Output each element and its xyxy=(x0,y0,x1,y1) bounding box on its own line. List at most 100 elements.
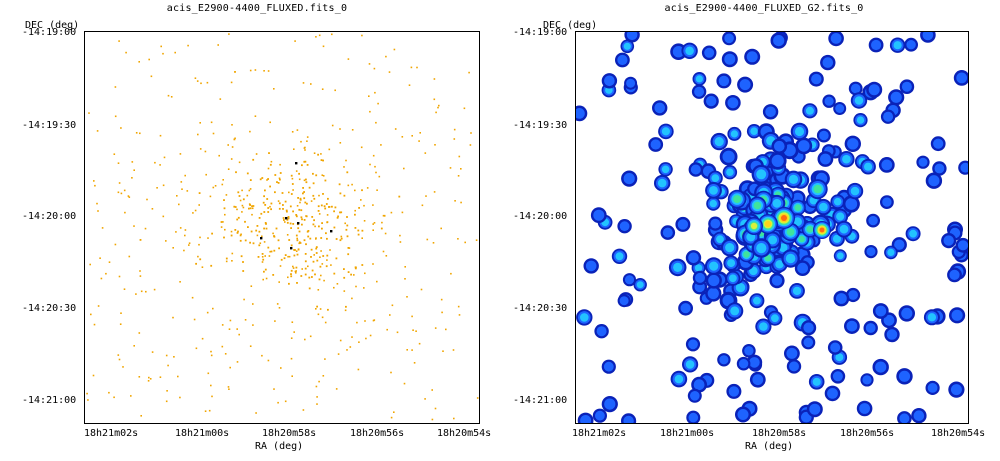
event-point xyxy=(339,142,342,144)
event-point xyxy=(194,209,197,212)
event-point xyxy=(117,191,120,194)
event-point xyxy=(238,333,240,336)
event-point xyxy=(298,178,301,181)
event-point xyxy=(388,71,391,73)
event-point xyxy=(320,153,322,155)
event-point xyxy=(354,189,356,192)
event-point xyxy=(273,249,276,252)
event-point xyxy=(296,253,299,256)
event-point xyxy=(178,203,180,206)
source-blob xyxy=(872,358,889,376)
source-blob xyxy=(802,103,818,119)
event-point xyxy=(335,257,338,260)
event-point xyxy=(315,238,317,240)
event-point xyxy=(324,321,327,324)
event-point xyxy=(117,162,120,164)
event-point xyxy=(173,356,175,358)
source-blob xyxy=(842,195,860,213)
event-point xyxy=(251,207,254,210)
event-point xyxy=(272,274,275,276)
event-point xyxy=(315,247,318,250)
event-point xyxy=(274,174,277,176)
source-blob xyxy=(658,123,674,140)
event-point xyxy=(250,285,253,287)
event-point xyxy=(296,239,299,242)
event-point xyxy=(339,192,342,195)
source-blob xyxy=(617,219,632,234)
event-point xyxy=(304,160,307,163)
event-point xyxy=(295,234,298,237)
event-point xyxy=(268,152,270,154)
source-blob xyxy=(790,122,809,141)
event-point xyxy=(298,208,301,211)
event-point xyxy=(372,263,374,265)
event-point xyxy=(453,128,456,131)
source-blob xyxy=(844,318,860,334)
event-point xyxy=(333,286,335,289)
event-point xyxy=(209,195,212,198)
event-point xyxy=(175,231,177,233)
event-point xyxy=(322,375,325,377)
event-point xyxy=(318,380,320,383)
event-point xyxy=(301,218,303,221)
source-blob xyxy=(658,162,673,177)
event-point xyxy=(298,242,300,245)
event-point xyxy=(296,282,298,284)
event-point xyxy=(191,296,194,299)
event-point xyxy=(303,147,306,149)
event-point xyxy=(358,207,360,209)
event-point xyxy=(278,247,280,250)
event-point xyxy=(372,319,375,322)
event-point xyxy=(317,313,320,316)
left-panel: acis_E2900-4400_FLUXED.fits_0 DEC (deg) … xyxy=(22,3,492,452)
event-point xyxy=(265,223,267,225)
event-point xyxy=(247,226,249,228)
source-blob xyxy=(727,126,742,141)
source-blob xyxy=(828,32,844,47)
event-point xyxy=(133,345,135,347)
event-point xyxy=(354,213,356,216)
source-blob xyxy=(860,373,874,387)
event-point xyxy=(303,160,306,163)
source-blob xyxy=(675,216,691,232)
event-point xyxy=(263,70,265,72)
source-blob xyxy=(930,136,946,152)
event-point xyxy=(96,130,99,132)
event-point xyxy=(301,223,303,226)
event-point xyxy=(361,189,363,192)
source-blob xyxy=(601,73,618,89)
event-point xyxy=(227,144,229,146)
event-point xyxy=(262,258,265,261)
event-point xyxy=(120,127,122,129)
event-point xyxy=(249,130,251,133)
event-point xyxy=(313,254,315,256)
event-point xyxy=(198,243,200,246)
x-tick-label-4: 18h20m54s xyxy=(437,428,492,439)
event-point xyxy=(289,222,292,225)
event-point xyxy=(404,278,406,280)
event-point xyxy=(249,241,251,244)
event-point xyxy=(312,172,314,175)
event-point xyxy=(385,255,388,257)
event-point xyxy=(321,174,324,176)
event-point xyxy=(369,334,372,337)
event-point xyxy=(315,385,318,388)
event-point xyxy=(449,167,452,169)
source-blob xyxy=(682,356,699,373)
event-point xyxy=(445,328,447,331)
source-blob xyxy=(755,318,772,335)
event-point xyxy=(252,303,254,305)
event-point xyxy=(131,161,134,163)
event-point xyxy=(373,67,376,70)
event-point xyxy=(433,98,436,101)
event-point xyxy=(343,166,345,168)
event-point xyxy=(418,140,420,142)
event-point xyxy=(214,185,217,187)
source-blob xyxy=(816,128,831,143)
event-point xyxy=(259,242,262,244)
event-point xyxy=(125,51,127,54)
event-point xyxy=(210,264,213,267)
event-point xyxy=(404,266,406,268)
event-point xyxy=(276,303,279,305)
source-blob xyxy=(948,381,965,398)
